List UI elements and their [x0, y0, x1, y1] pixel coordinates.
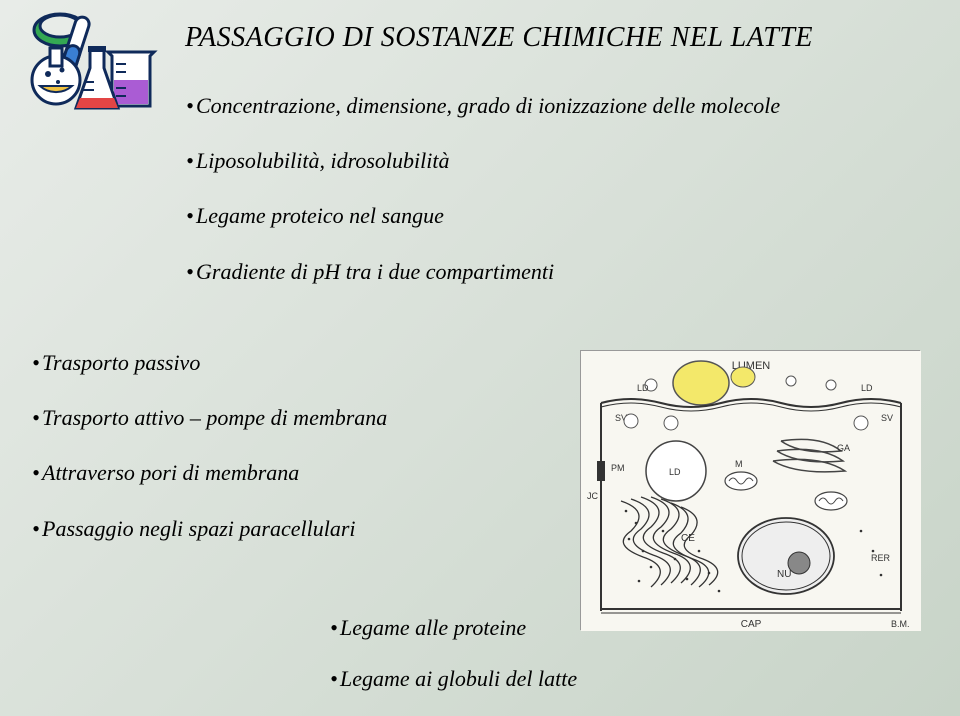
- bottom-item-text: Legame ai globuli del latte: [340, 666, 577, 691]
- sub-item-text: Liposolubilità, idrosolubilità: [196, 148, 449, 173]
- main-list: •Trasporto passivo •Trasporto attivo – p…: [32, 345, 387, 566]
- svg-text:NU: NU: [777, 569, 791, 580]
- main-item: •Trasporto passivo: [32, 345, 387, 380]
- main-item-text: Trasporto passivo: [42, 350, 200, 375]
- svg-text:M: M: [735, 459, 743, 469]
- svg-text:LD: LD: [669, 467, 681, 477]
- labware-icon: [18, 8, 158, 118]
- svg-text:RER: RER: [871, 553, 891, 563]
- svg-text:PM: PM: [611, 463, 625, 473]
- svg-text:CAP: CAP: [741, 619, 762, 630]
- page-title: PASSAGGIO DI SOSTANZE CHIMICHE NEL LATTE: [185, 22, 813, 54]
- svg-text:LD: LD: [861, 383, 873, 393]
- sub-list: •Concentrazione, dimensione, grado di io…: [186, 88, 780, 309]
- svg-text:JC: JC: [587, 491, 599, 501]
- sub-item-text: Legame proteico nel sangue: [196, 203, 444, 228]
- sub-item: •Concentrazione, dimensione, grado di io…: [186, 88, 780, 123]
- sub-item-text: Gradiente di pH tra i due compartimenti: [196, 259, 554, 284]
- main-item: •Trasporto attivo – pompe di membrana: [32, 400, 387, 435]
- svg-text:LD: LD: [637, 383, 649, 393]
- main-item: •Passaggio negli spazi paracellulari: [32, 511, 387, 546]
- bottom-list: •Legame alle proteine •Legame ai globuli…: [330, 610, 577, 712]
- sub-item: •Legame proteico nel sangue: [186, 198, 780, 233]
- cell-diagram-image: LUMEN CAP B.M. SV SV LD LD LD GA: [580, 350, 920, 630]
- main-item: •Attraverso pori di membrana: [32, 455, 387, 490]
- svg-text:GA: GA: [837, 443, 850, 453]
- svg-text:SV: SV: [881, 413, 893, 423]
- bottom-item: •Legame alle proteine: [330, 610, 577, 645]
- main-item-text: Passaggio negli spazi paracellulari: [42, 516, 356, 541]
- svg-text:CE: CE: [681, 533, 695, 544]
- sub-item: •Gradiente di pH tra i due compartimenti: [186, 254, 780, 289]
- bottom-item: •Legame ai globuli del latte: [330, 661, 577, 696]
- sub-item-text: Concentrazione, dimensione, grado di ion…: [196, 93, 780, 118]
- main-item-text: Attraverso pori di membrana: [42, 460, 299, 485]
- svg-text:B.M.: B.M.: [891, 619, 910, 629]
- sub-item: •Liposolubilità, idrosolubilità: [186, 143, 780, 178]
- bottom-item-text: Legame alle proteine: [340, 615, 526, 640]
- main-item-text: Trasporto attivo – pompe di membrana: [42, 405, 387, 430]
